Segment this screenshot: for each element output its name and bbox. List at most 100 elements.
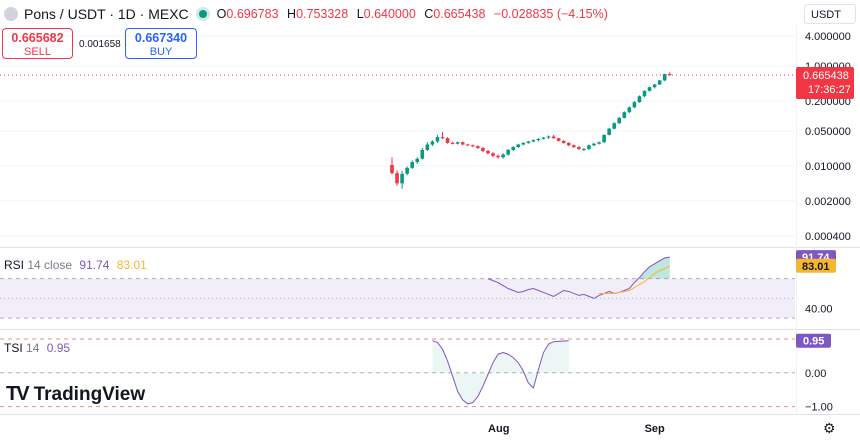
candle-body [526,141,531,143]
price-axis-tick: 4.000000 [805,31,851,43]
candle-body [460,142,465,145]
rsi-params: 14 close [27,258,73,272]
candle-body [561,140,566,143]
ohlc-close-value: 0.665438 [433,7,486,21]
rsi-ma-value-label-bg [796,258,836,273]
buy-label: BUY [149,46,173,58]
tradingview-wordmark: TradingView [33,383,146,405]
tsi-value-label-bg [796,333,831,348]
candle-body [652,84,657,88]
candle-body [607,128,611,135]
currency-selector[interactable]: USDT [804,4,856,24]
ohlc-high-value: 0.753328 [296,7,349,21]
rsi-band [0,278,795,319]
ohlc-values: O0.696783 H0.753328 L0.640000 C0.665438 … [217,7,613,21]
buy-button[interactable]: 0.667340 BUY [125,28,197,59]
candle-body [405,167,409,174]
sell-label: SELL [24,46,51,58]
tsi-legend-value: 0.95 [46,341,71,355]
candle-body [435,137,440,142]
rsi-name: RSI [4,258,25,272]
candle-body [592,143,596,146]
candle-body [486,150,490,154]
rsi-line [487,256,670,299]
candle-body [476,146,480,148]
candle-body [445,138,450,143]
candle-body [632,102,637,108]
price-axis-tick: 0.050000 [805,126,851,138]
candle-body [450,142,455,144]
candle-body [546,136,551,138]
candle-body [455,142,460,144]
candle-body [410,162,414,168]
tsi-area-fill [432,340,569,404]
candle-body [511,147,515,150]
tsi-params: 14 [26,341,40,355]
tsi-legend[interactable]: TSI 14 0.95 [4,341,70,355]
candle-body [647,87,652,91]
tradingview-logo-icon: TV [6,383,30,405]
candle-body [430,141,435,145]
tsi-name: TSI [4,341,23,355]
candle-body [556,138,561,141]
rsi-legend[interactable]: RSI 14 close 91.74 83.01 [4,258,147,272]
sell-button[interactable]: 0.665682 SELL [2,28,73,59]
candle-body [400,173,404,184]
rsi-legend-value: 91.74 [79,258,110,272]
ohlc-high-key: H [287,7,297,21]
candle-body [627,107,632,113]
candle-body [597,142,601,144]
time-axis-tick: Aug [488,423,509,435]
candle-body [662,74,667,81]
candle-body [637,96,642,103]
candle-body [566,142,571,146]
candle-body [551,136,556,139]
candle-body [420,149,425,159]
candle-body [657,80,662,85]
buy-price: 0.667340 [134,31,188,45]
candle-body [577,147,581,149]
tsi-line [432,340,569,405]
candle-body [481,147,485,151]
ohlc-change-value: −0.028835 (−4.15%) [493,7,608,21]
tsi-value-label: 0.95 [803,336,824,348]
candle-body [506,149,510,155]
rsi-axis-tick: 40.00 [805,303,833,315]
rsi-ma-legend-value: 83.01 [116,258,147,272]
time-axis-tick: Sep [645,423,665,435]
candle-body [667,74,672,76]
tradingview-logo[interactable]: TV TradingView [6,383,145,406]
symbol-title[interactable]: Pons / USDT · 1D · MEXC [24,6,189,22]
spread-value: 0.001658 [79,39,121,50]
ohlc-open-value: 0.696783 [226,7,279,21]
candle-body [622,112,627,118]
candle-body [531,140,536,142]
tsi-axis-tick: 0.00 [805,368,826,380]
settings-gear-icon[interactable]: ⚙ [823,420,836,436]
market-open-indicator-icon [198,10,207,18]
candle-body [572,145,576,148]
candle-body [425,144,430,150]
symbol-logo-icon [4,7,18,21]
candle-body [536,138,541,141]
candle-body [642,90,647,97]
tsi-axis-tick: −1.00 [805,402,833,414]
candle-body [395,173,399,184]
price-axis-tick: 0.200000 [805,96,851,108]
rsi-ma-value-label: 83.01 [802,261,830,273]
last-price-label: 0.665438 [803,70,849,82]
candle-body [587,145,591,149]
ohlc-low-key: L [356,7,364,21]
candle-body [390,164,394,174]
candle-body [491,153,495,156]
ohlc-low-value: 0.640000 [363,7,416,21]
sell-price: 0.665682 [11,31,64,45]
ohlc-open-key: O [216,7,227,21]
candle-body [501,154,505,158]
rsi-ma-line [599,265,671,294]
ohlc-close-key: C [424,7,434,21]
candle-body [582,148,586,150]
candle-body [496,155,500,158]
candle-body [617,117,622,124]
